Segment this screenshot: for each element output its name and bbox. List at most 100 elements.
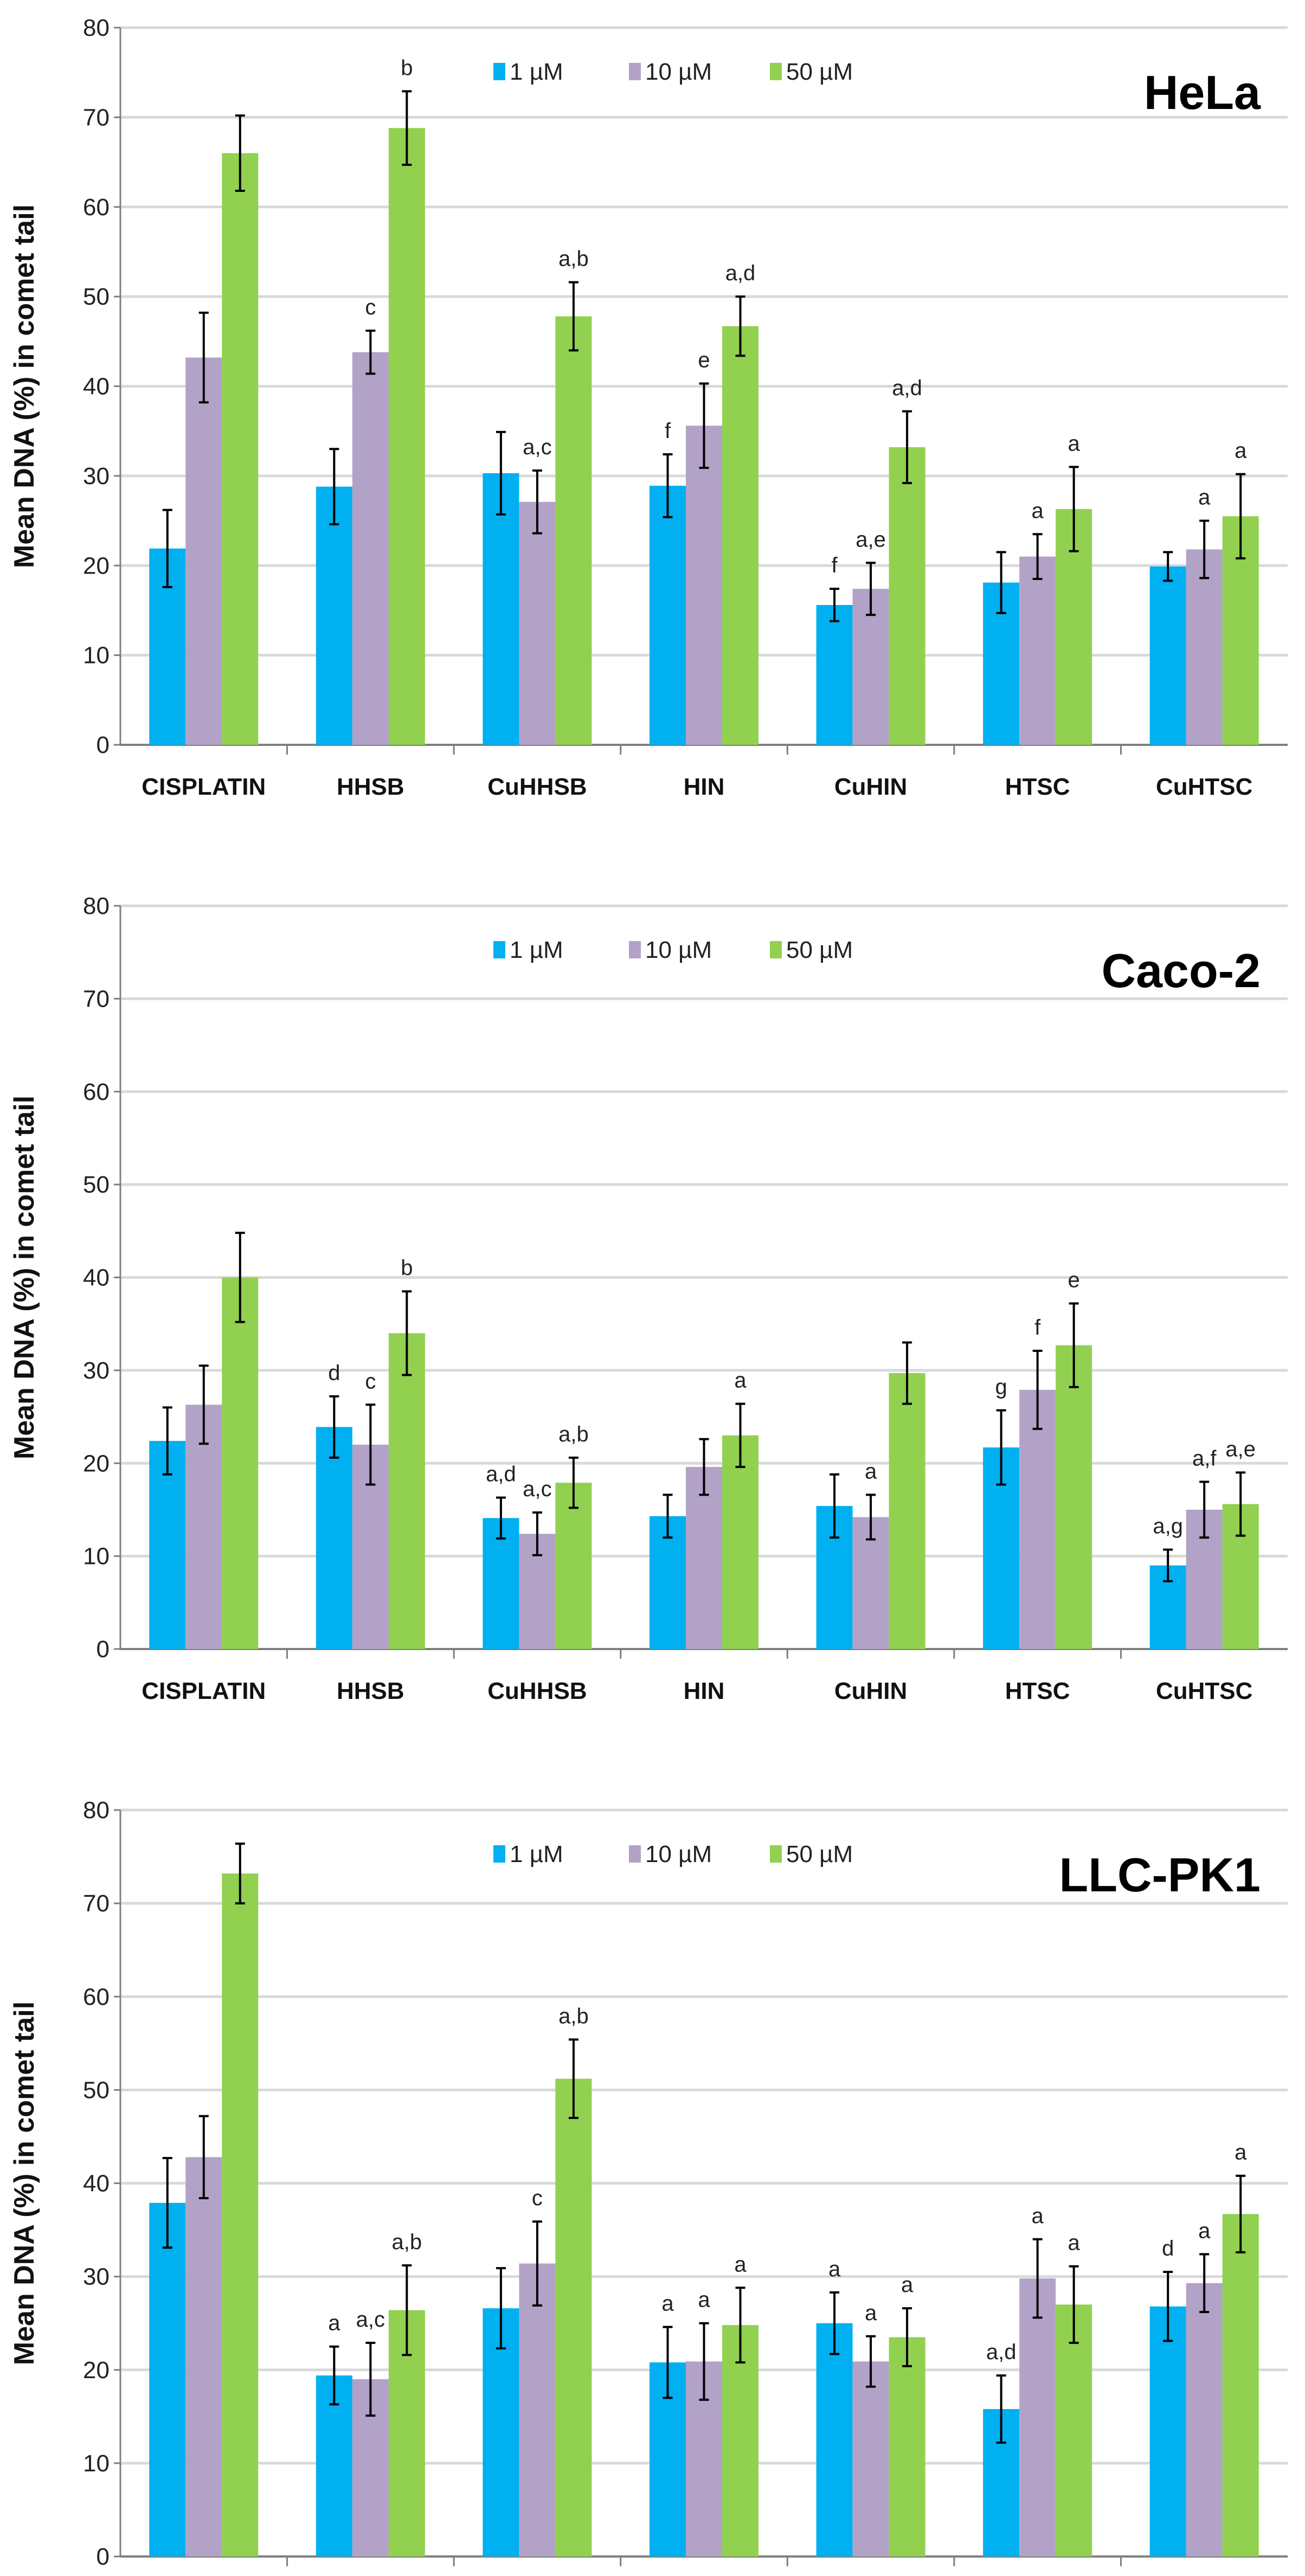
chart-caco-2: 0 10 20 30 40 50 60 70 80 Mean DNA (%) in comet t… (9, 893, 1288, 1704)
significance-label: a,f (1192, 1447, 1217, 1471)
significance-label: a (1032, 499, 1044, 523)
x-tick-label: CuHTSC (1156, 774, 1252, 800)
significance-label: c (532, 2186, 543, 2210)
y-tick-label: 50 (83, 284, 110, 310)
significance-label: a (901, 2273, 914, 2297)
bar-50m (722, 1435, 758, 1649)
bar-50m (222, 153, 259, 745)
bar-1m (816, 2323, 853, 2556)
error-bar (365, 2341, 376, 2417)
error-bar (699, 2322, 709, 2401)
legend-label: 1 µM (510, 1841, 563, 1867)
bar-1m (483, 2308, 519, 2556)
y-tick-label: 80 (83, 15, 110, 41)
bar-10m (1019, 556, 1056, 745)
error-bar (663, 1493, 673, 1539)
significance-label: a (865, 2301, 877, 2325)
x-tick-label: CISPLATIN (142, 774, 266, 800)
bar-50m (388, 1333, 425, 1649)
legend-label: 50 µM (786, 59, 853, 85)
legend-swatch (629, 941, 641, 958)
error-bar (735, 295, 745, 357)
error-bar (699, 1438, 709, 1496)
significance-label: e (698, 349, 710, 372)
significance-label: a,d (725, 261, 756, 285)
x-tick-label: HHSB (337, 774, 404, 800)
significance-label: f (1034, 1316, 1041, 1339)
significance-label: a,e (1225, 1437, 1256, 1461)
error-bar (735, 1402, 745, 1469)
error-bar (1199, 2253, 1210, 2314)
significance-label: a,g (1153, 1515, 1183, 1538)
significance-label: c (365, 295, 376, 319)
significance-label: a,b (392, 2230, 422, 2254)
y-axis-label: Mean DNA (%) in comet tail (9, 204, 40, 568)
significance-label: b (401, 56, 413, 80)
significance-label: a (1198, 2219, 1211, 2243)
significance-label: a,d (486, 1463, 516, 1486)
bar-1m (483, 473, 519, 745)
x-tick-label: HTSC (1005, 774, 1070, 800)
error-bar (830, 588, 840, 622)
bar-10m (185, 2157, 222, 2556)
x-tick-label: CISPLATIN (142, 1678, 266, 1704)
error-bar (198, 2115, 209, 2200)
y-tick-label: 60 (83, 1983, 110, 2010)
error-bar (830, 1473, 840, 1539)
y-tick-label: 80 (83, 1797, 110, 1824)
x-tick-label: CuHTSC (1156, 1678, 1252, 1704)
legend-swatch (629, 1845, 641, 1863)
error-bar (198, 1364, 209, 1445)
y-axis-label: Mean DNA (%) in comet tail (9, 1096, 40, 1459)
error-bar (496, 2267, 506, 2350)
significance-label: a,b (558, 247, 589, 271)
bar-50m (555, 1483, 592, 1649)
error-bar (902, 2307, 912, 2367)
error-bar (402, 1290, 412, 1376)
significance-label: f (665, 419, 671, 443)
bar-10m (1019, 1389, 1056, 1649)
chart-title: Caco-2 (1102, 944, 1261, 997)
y-tick-label: 50 (83, 1171, 110, 1198)
significance-label: a (828, 2257, 841, 2281)
error-bar (329, 2345, 339, 2406)
significance-label: d (1162, 2237, 1174, 2261)
legend-label: 10 µM (645, 937, 712, 963)
bar-1m (1149, 2306, 1186, 2556)
bar-10m (852, 2361, 889, 2556)
bar-10m (686, 1467, 722, 1649)
error-bar (1163, 1548, 1173, 1582)
bar-50m (1056, 2304, 1092, 2556)
bar-50m (1056, 1345, 1092, 1649)
error-bar (496, 1496, 506, 1540)
error-bar (235, 1232, 245, 1323)
y-tick-label: 70 (83, 1890, 110, 1917)
significance-label: e (1068, 1268, 1080, 1292)
error-bar (1236, 473, 1246, 560)
error-bar (902, 1341, 912, 1405)
error-bar (866, 562, 876, 616)
y-tick-label: 40 (83, 1265, 110, 1291)
error-bar (1163, 2271, 1173, 2342)
significance-label: a,b (558, 2004, 589, 2028)
error-bar (1032, 533, 1043, 581)
legend-swatch (770, 941, 782, 958)
y-tick-label: 20 (83, 552, 110, 579)
error-bar (866, 2335, 876, 2388)
bar-10m (1019, 2278, 1056, 2556)
x-tick-label: CuHIN (834, 1678, 907, 1704)
significance-label: g (995, 1375, 1007, 1399)
significance-label: a (698, 2288, 710, 2312)
bar-1m (149, 2203, 186, 2556)
error-bar (1069, 2265, 1079, 2344)
significance-label: a (1068, 2231, 1081, 2255)
y-tick-label: 10 (83, 2450, 110, 2477)
y-tick-label: 0 (97, 1636, 110, 1663)
x-tick-label: CuHHSB (487, 1678, 587, 1704)
legend-swatch (770, 1845, 782, 1863)
legend-label: 10 µM (645, 1841, 712, 1867)
significance-label: a (661, 2292, 674, 2316)
significance-label: a,c (523, 435, 551, 459)
error-bar (198, 311, 209, 404)
